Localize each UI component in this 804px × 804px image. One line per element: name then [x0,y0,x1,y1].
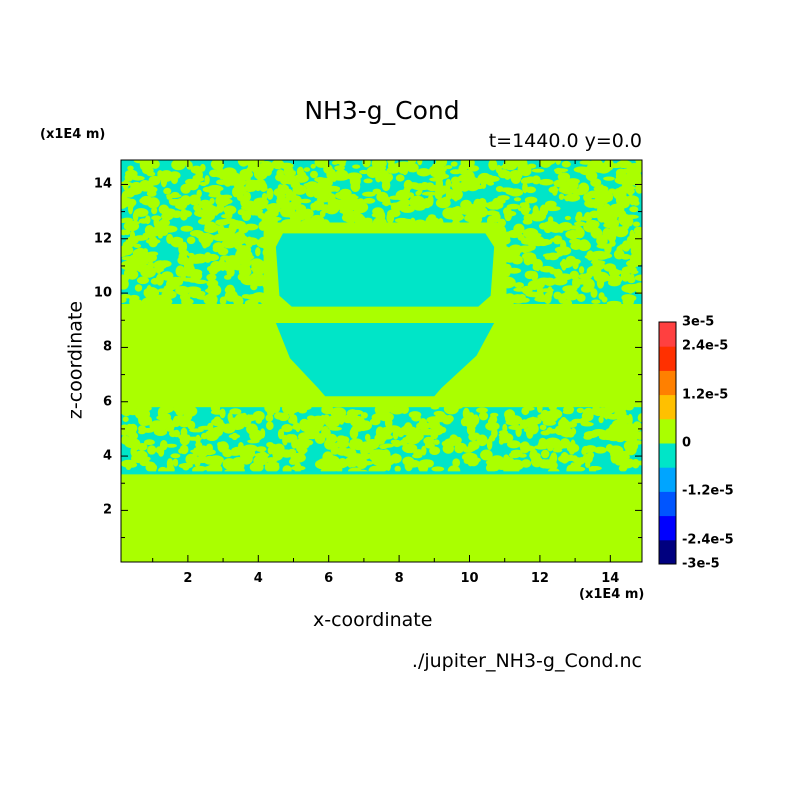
y-tick-label: 2 [102,502,112,518]
y-axis-unit: (x1E4 m) [40,127,106,142]
y-tick-label: 10 [93,285,112,301]
cloud-lower [275,322,495,397]
x-tick-label: 4 [253,571,263,586]
colorbar-segment [659,394,676,420]
x-axis-label: x-coordinate [313,609,433,631]
tick-marks [121,160,642,562]
colorbar [658,321,677,565]
colorbar-tick-label: 1.2e-5 [682,387,729,403]
colorbar-tick-label: -2.4e-5 [682,532,734,548]
x-axis-unit: (x1E4 m) [579,587,645,602]
source-file-label: ./jupiter_NH3-g_Cond.nc [411,650,642,672]
colorbar-segment [659,515,676,541]
colorbar-segment [659,370,676,396]
x-tick-label: 12 [530,571,549,586]
y-axis-label: z-coordinate [64,300,87,420]
colorbar-tick-label: -3e-5 [682,556,720,572]
colorbar-tick-label: 3e-5 [682,314,715,330]
colorbar-segment [659,322,676,347]
colorbar-tick-label: 0 [682,435,692,451]
colorbar-tick-label: -1.2e-5 [682,483,734,499]
x-tick-label: 10 [460,571,479,586]
x-tick-label: 2 [183,571,193,586]
colorbar-segment [659,443,676,468]
colorbar-frame [658,321,677,565]
cloud-upper [275,233,495,307]
y-tick-label: 6 [102,394,112,410]
x-tick-label: 6 [324,571,334,586]
x-tick-label: 14 [601,571,620,586]
plot-frame [120,159,643,563]
colorbar-segment [659,346,676,371]
colorbar-segment [659,467,676,492]
chart-title: NH3-g_Cond [304,96,460,125]
cloud-base-line [121,471,642,475]
colorbar-segment [659,539,676,565]
time-label: t=1440.0 y=0.0 [488,130,642,152]
y-tick-label: 4 [102,448,112,464]
heatmap-field [121,160,642,562]
x-tick-label: 8 [394,571,404,586]
colorbar-segment [659,418,676,444]
lower-mottled-region-blobs [121,401,642,477]
colorbar-segment [659,491,676,517]
y-tick-label: 14 [93,176,112,192]
colorbar-tick-label: 2.4e-5 [682,338,729,354]
y-tick-label: 8 [102,339,112,355]
y-tick-label: 12 [93,231,112,247]
